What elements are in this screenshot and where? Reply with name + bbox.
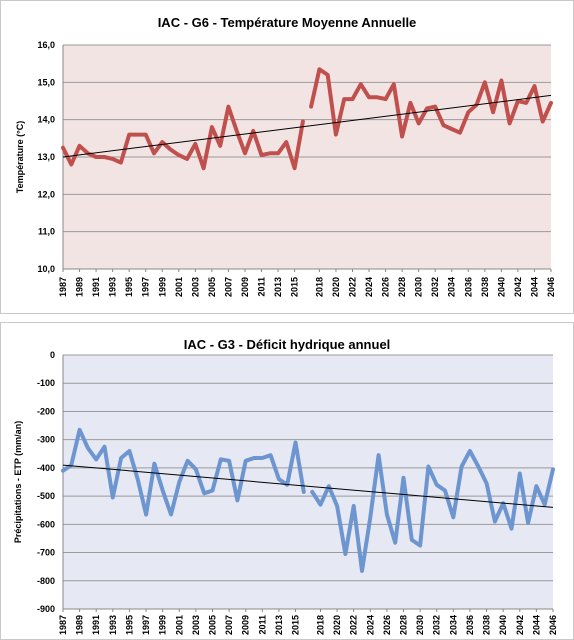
x-tick-label: 2028 bbox=[397, 277, 407, 297]
x-tick-label: 2042 bbox=[515, 615, 525, 635]
x-tick-label: 2026 bbox=[381, 277, 391, 297]
x-tick-label: 2024 bbox=[364, 277, 374, 297]
x-tick-label: 1987 bbox=[58, 277, 68, 297]
x-tick-label: 2005 bbox=[207, 615, 217, 635]
x-tick-label: 2022 bbox=[347, 277, 357, 297]
x-tick-label: 1993 bbox=[108, 277, 118, 297]
y-tick-label: 10,0 bbox=[37, 264, 55, 274]
x-tick-label: 2040 bbox=[496, 277, 506, 297]
trend-line bbox=[62, 464, 554, 508]
x-tick-label: 1993 bbox=[108, 615, 118, 635]
x-tick-label: 2040 bbox=[498, 615, 508, 635]
x-tick-label: 2003 bbox=[191, 615, 201, 635]
x-tick-label: 2032 bbox=[430, 277, 440, 297]
x-tick-label: 1989 bbox=[75, 615, 85, 635]
temperature-chart-panel: 10,0 11,0 12,0 13,0 14,0 15,0 16,0 1987 1989 1991… bbox=[0, 0, 574, 314]
y-tick-label: -900 bbox=[37, 604, 55, 614]
x-tick-label: 2009 bbox=[240, 277, 250, 297]
x-tick-label: 2046 bbox=[546, 277, 556, 297]
x-tick-label: 2018 bbox=[314, 277, 324, 297]
x-tick-label: 2011 bbox=[257, 277, 267, 297]
chart-title: IAC - G6 - Température Moyenne Annuelle bbox=[158, 15, 417, 30]
x-tick-label: 2005 bbox=[207, 277, 217, 297]
x-tick-label: 2007 bbox=[223, 277, 233, 297]
x-tick-label: 2013 bbox=[273, 277, 283, 297]
x-tick-label: 2046 bbox=[548, 615, 558, 635]
x-tick-label: 2044 bbox=[529, 277, 539, 297]
x-tick-label: 2003 bbox=[190, 277, 200, 297]
x-tick-label: 1997 bbox=[141, 277, 151, 297]
plot-area bbox=[63, 355, 553, 609]
y-tick-label: -600 bbox=[37, 519, 55, 529]
x-tick-label: 2030 bbox=[415, 615, 425, 635]
x-tick-label: 2036 bbox=[463, 277, 473, 297]
x-tick-label: 2044 bbox=[531, 615, 541, 635]
series-line bbox=[309, 67, 553, 139]
series-line bbox=[310, 449, 555, 573]
x-tick-label: 1987 bbox=[58, 615, 68, 635]
x-tick-label: 2030 bbox=[414, 277, 424, 297]
x-tick-label: 2020 bbox=[332, 615, 342, 635]
x-tick-label: 1989 bbox=[75, 277, 85, 297]
chart-title: IAC - G3 - Déficit hydrique annuel bbox=[184, 337, 391, 352]
x-tick-label: 1999 bbox=[158, 615, 168, 635]
y-tick-label: -700 bbox=[37, 548, 55, 558]
y-tick-label: 16,0 bbox=[37, 40, 55, 50]
x-tick-label: 2022 bbox=[349, 615, 359, 635]
y-tick-label: -500 bbox=[37, 491, 55, 501]
x-tick-label: 2018 bbox=[315, 615, 325, 635]
y-tick-label: 0 bbox=[50, 350, 55, 360]
x-tick-label: 2038 bbox=[482, 615, 492, 635]
x-tick-label: 2032 bbox=[432, 615, 442, 635]
y-axis-label: Précipitations - ETP (mm/an) bbox=[13, 421, 23, 543]
x-tick-label: 2034 bbox=[448, 615, 458, 635]
x-tick-label: 2028 bbox=[399, 615, 409, 635]
x-tick-label: 2042 bbox=[513, 277, 523, 297]
x-tick-label: 2013 bbox=[274, 615, 284, 635]
x-tick-label: 2026 bbox=[382, 615, 392, 635]
x-tick-label: 1997 bbox=[141, 615, 151, 635]
y-axis-label: Température (°C) bbox=[15, 121, 25, 193]
water-deficit-chart: -900 -800 -700 -600 -500 -400 -300 -200 -100 0 198… bbox=[13, 337, 558, 635]
x-tick-label: 1995 bbox=[124, 277, 134, 297]
water-deficit-chart-panel: -900 -800 -700 -600 -500 -400 -300 -200 -100 0 198… bbox=[0, 322, 574, 640]
y-tick-label: 14,0 bbox=[37, 115, 55, 125]
y-tick-label: -300 bbox=[37, 435, 55, 445]
series-line bbox=[61, 104, 305, 171]
y-tick-label: 11,0 bbox=[38, 227, 55, 237]
y-tick-label: 15,0 bbox=[37, 77, 55, 87]
y-tick-label: 13,0 bbox=[37, 152, 55, 162]
y-tick-label: -100 bbox=[37, 378, 55, 388]
x-tick-label: 2015 bbox=[291, 615, 301, 635]
x-tick-label: 1999 bbox=[157, 277, 167, 297]
x-tick-label: 1991 bbox=[91, 277, 101, 297]
x-tick-label: 2034 bbox=[447, 277, 457, 297]
x-tick-label: 2001 bbox=[174, 615, 184, 635]
x-tick-label: 2036 bbox=[465, 615, 475, 635]
x-tick-label: 1995 bbox=[124, 615, 134, 635]
x-tick-label: 2001 bbox=[174, 277, 184, 297]
trend-line bbox=[62, 94, 552, 158]
temperature-chart: 10,0 11,0 12,0 13,0 14,0 15,0 16,0 1987 1989 1991… bbox=[15, 15, 556, 297]
y-tick-label: -400 bbox=[37, 463, 55, 473]
x-tick-label: 1991 bbox=[91, 615, 101, 635]
x-tick-label: 2011 bbox=[257, 615, 267, 635]
x-tick-label: 2007 bbox=[224, 615, 234, 635]
x-tick-label: 2024 bbox=[365, 615, 375, 635]
x-tick-label: 2020 bbox=[331, 277, 341, 297]
y-tick-label: -200 bbox=[37, 406, 55, 416]
x-tick-label: 2038 bbox=[480, 277, 490, 297]
x-tick-label: 2015 bbox=[290, 277, 300, 297]
series-line bbox=[61, 427, 306, 517]
x-tick-label: 2009 bbox=[241, 615, 251, 635]
y-tick-label: 12,0 bbox=[37, 189, 55, 199]
y-tick-label: -800 bbox=[37, 576, 55, 586]
